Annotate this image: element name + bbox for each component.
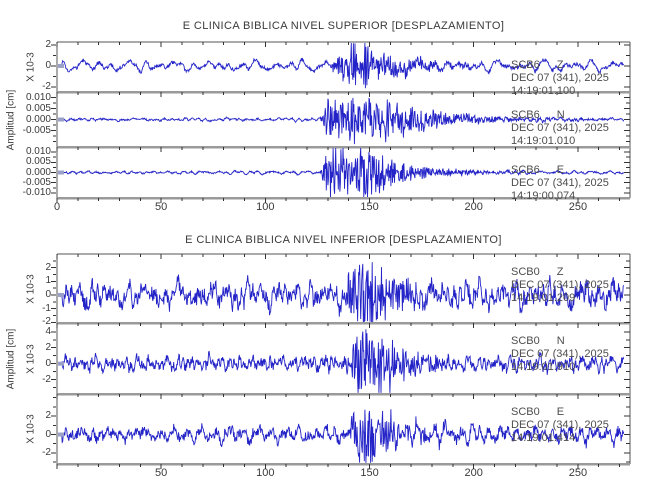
component-code: N bbox=[556, 335, 565, 347]
x-tick-label: 200 bbox=[464, 467, 483, 479]
trace-info: SCB0 Z DEC 07 (341), 2025 14:19:01.209 bbox=[511, 266, 609, 305]
x-tick-label: 150 bbox=[360, 201, 379, 213]
y-tick-label: -2 bbox=[42, 373, 51, 385]
trace-time: 14:19:01.209 bbox=[511, 292, 576, 304]
station-code: SCB0 bbox=[511, 266, 540, 278]
y-tick-label: -0.005 bbox=[22, 176, 51, 188]
y-tick-label: 0 bbox=[45, 357, 51, 369]
x-tick-label: 50 bbox=[155, 201, 168, 213]
trace-time: 14:19:01.910 bbox=[511, 361, 576, 373]
y-tick-label: -1 bbox=[42, 302, 51, 314]
y-tick-label: 2 bbox=[45, 410, 51, 422]
y-tick-label: 2 bbox=[45, 39, 51, 51]
trace-time: 14:19:01.010 bbox=[511, 135, 576, 147]
x-tick-label: 50 bbox=[155, 467, 168, 479]
y-scale-label: X 10-3 bbox=[25, 414, 37, 444]
trace-time: 14:19:01.100 bbox=[511, 85, 576, 97]
trace-date: DEC 07 (341), 2025 bbox=[511, 419, 609, 431]
y-tick-label: 0.000 bbox=[25, 113, 51, 125]
trace-station-line: SCB6 N bbox=[511, 109, 609, 122]
x-tick-label: 250 bbox=[568, 201, 588, 213]
panel-title-superior: E CLINICA BIBLICA NIVEL SUPERIOR [DESPLA… bbox=[182, 20, 505, 32]
trace-station-line: SCB6 E bbox=[511, 164, 609, 177]
trace-date: DEC 07 (341), 2025 bbox=[511, 177, 609, 189]
x-tick-label: 0 bbox=[53, 201, 61, 213]
y-tick-label: 0.005 bbox=[25, 156, 51, 168]
y-tick-label: 0 bbox=[45, 288, 51, 300]
station-code: SCB6 bbox=[511, 164, 540, 176]
trace-date: DEC 07 (341), 2025 bbox=[511, 279, 609, 291]
component-code: N bbox=[556, 109, 565, 121]
trace-station-line: SCB0 E bbox=[511, 406, 609, 419]
y-tick-label: 2 bbox=[45, 341, 51, 353]
component-code: Z bbox=[556, 59, 564, 71]
y-tick-label: 0.005 bbox=[25, 102, 51, 114]
trace-date: DEC 07 (341), 2025 bbox=[511, 72, 609, 84]
y-tick-label: 0 bbox=[45, 428, 51, 440]
y-tick-label: -2 bbox=[42, 316, 51, 328]
trace-info: SCB0 N DEC 07 (341), 2025 14:19:01.910 bbox=[511, 335, 609, 374]
y-tick-label: -2 bbox=[42, 446, 51, 458]
station-code: SCB0 bbox=[511, 406, 540, 418]
y-scale-label: X 10-3 bbox=[25, 52, 37, 82]
y-tick-label: 0.010 bbox=[25, 91, 51, 103]
y-tick-label: 0.000 bbox=[25, 166, 51, 178]
x-tick-label: 100 bbox=[256, 467, 275, 479]
y-tick-label: -2 bbox=[42, 80, 51, 92]
station-code: SCB6 bbox=[511, 59, 540, 71]
y-tick-label: -0.005 bbox=[22, 124, 51, 136]
component-code: E bbox=[556, 406, 565, 418]
trace-station-line: SCB0 N bbox=[511, 335, 609, 348]
y-scale-label: X 10-3 bbox=[25, 343, 37, 374]
panel-title-inferior: E CLINICA BIBLICA NIVEL INFERIOR [DESPLA… bbox=[185, 234, 502, 246]
trace-time: 14:19:00.074 bbox=[511, 190, 576, 202]
trace-station-line: SCB0 Z bbox=[511, 266, 609, 279]
y-tick-label: 0 bbox=[45, 59, 51, 71]
y-tick-label: 2 bbox=[45, 261, 51, 273]
component-code: E bbox=[556, 164, 565, 176]
y-scale-label: X 10-3 bbox=[25, 273, 37, 304]
y-tick-label: 1 bbox=[45, 275, 51, 287]
y-tick-label: -0.010 bbox=[22, 186, 51, 198]
trace-info: SCB6 Z DEC 07 (341), 2025 14:19:01.100 bbox=[511, 59, 609, 98]
trace-info: SCB6 N DEC 07 (341), 2025 14:19:01.010 bbox=[511, 109, 609, 148]
station-code: SCB0 bbox=[511, 335, 540, 347]
y-tick-label: 0.010 bbox=[25, 146, 51, 158]
y-tick-label: 4 bbox=[45, 325, 51, 337]
trace-date: DEC 07 (341), 2025 bbox=[511, 122, 609, 134]
trace-info: SCB6 E DEC 07 (341), 2025 14:19:00.074 bbox=[511, 164, 609, 203]
trace-time: 14:19:01.414 bbox=[511, 432, 576, 444]
trace-date: DEC 07 (341), 2025 bbox=[511, 348, 609, 360]
x-tick-label: 250 bbox=[568, 467, 588, 479]
x-tick-label: 150 bbox=[360, 467, 379, 479]
station-code: SCB6 bbox=[511, 109, 540, 121]
trace-info: SCB0 E DEC 07 (341), 2025 14:19:01.414 bbox=[511, 406, 609, 445]
component-code: Z bbox=[556, 266, 564, 278]
x-tick-label: 200 bbox=[464, 201, 483, 213]
x-tick-label: 100 bbox=[256, 201, 275, 213]
trace-station-line: SCB6 Z bbox=[511, 59, 609, 72]
